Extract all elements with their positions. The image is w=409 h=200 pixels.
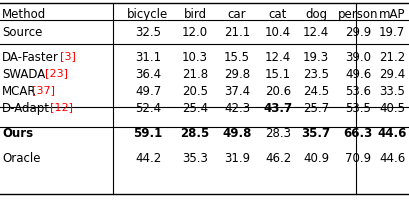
Text: 23.5: 23.5 (302, 68, 328, 81)
Text: 21.2: 21.2 (378, 51, 404, 64)
Text: 52.4: 52.4 (135, 102, 161, 115)
Text: 49.8: 49.8 (222, 127, 251, 140)
Text: 10.4: 10.4 (264, 26, 290, 39)
Text: bicycle: bicycle (127, 8, 168, 21)
Text: Oracle: Oracle (2, 152, 40, 165)
Text: 53.6: 53.6 (344, 85, 370, 98)
Text: 49.7: 49.7 (135, 85, 161, 98)
Text: 40.9: 40.9 (302, 152, 328, 165)
Text: 43.7: 43.7 (263, 102, 292, 115)
Text: 35.7: 35.7 (301, 127, 330, 140)
Text: dog: dog (304, 8, 326, 21)
Text: car: car (227, 8, 246, 21)
Text: 25.7: 25.7 (302, 102, 328, 115)
Text: 29.9: 29.9 (344, 26, 370, 39)
Text: 44.2: 44.2 (135, 152, 161, 165)
Text: 40.5: 40.5 (378, 102, 404, 115)
Text: [37]: [37] (32, 85, 55, 95)
Text: mAP: mAP (378, 8, 404, 21)
Text: 66.3: 66.3 (343, 127, 372, 140)
Text: 28.5: 28.5 (180, 127, 209, 140)
Text: 33.5: 33.5 (378, 85, 404, 98)
Text: 29.4: 29.4 (378, 68, 404, 81)
Text: 15.5: 15.5 (223, 51, 249, 64)
Text: SWADA: SWADA (2, 68, 45, 81)
Text: 59.1: 59.1 (133, 127, 162, 140)
Text: DA-Faster: DA-Faster (2, 51, 59, 64)
Text: 28.3: 28.3 (264, 127, 290, 140)
Text: 49.6: 49.6 (344, 68, 370, 81)
Text: 10.3: 10.3 (182, 51, 207, 64)
Text: Ours: Ours (2, 127, 33, 140)
Text: 12.0: 12.0 (182, 26, 207, 39)
Text: Method: Method (2, 8, 46, 21)
Text: person: person (337, 8, 378, 21)
Text: 12.4: 12.4 (264, 51, 290, 64)
Text: 42.3: 42.3 (223, 102, 249, 115)
Text: MCAR: MCAR (2, 85, 36, 98)
Text: 29.8: 29.8 (223, 68, 249, 81)
Text: 36.4: 36.4 (135, 68, 161, 81)
Text: 31.1: 31.1 (135, 51, 161, 64)
Text: [23]: [23] (45, 68, 68, 78)
Text: 70.9: 70.9 (344, 152, 370, 165)
Text: 19.3: 19.3 (302, 51, 328, 64)
Text: 21.1: 21.1 (223, 26, 249, 39)
Text: Source: Source (2, 26, 42, 39)
Text: [3]: [3] (60, 51, 76, 61)
Text: 44.6: 44.6 (376, 127, 406, 140)
Text: 32.5: 32.5 (135, 26, 161, 39)
Text: D-Adapt: D-Adapt (2, 102, 50, 115)
Text: [12]: [12] (50, 102, 73, 112)
Text: 19.7: 19.7 (378, 26, 404, 39)
Text: 53.5: 53.5 (344, 102, 370, 115)
Text: cat: cat (268, 8, 286, 21)
Text: bird: bird (183, 8, 206, 21)
Text: 12.4: 12.4 (302, 26, 328, 39)
Text: 44.6: 44.6 (378, 152, 404, 165)
Text: 15.1: 15.1 (264, 68, 290, 81)
Text: 39.0: 39.0 (344, 51, 370, 64)
Text: 24.5: 24.5 (302, 85, 328, 98)
Text: 25.4: 25.4 (182, 102, 207, 115)
Text: 46.2: 46.2 (264, 152, 290, 165)
Text: 31.9: 31.9 (223, 152, 249, 165)
Text: 21.8: 21.8 (182, 68, 207, 81)
Text: 20.6: 20.6 (264, 85, 290, 98)
Text: 37.4: 37.4 (223, 85, 249, 98)
Text: 20.5: 20.5 (182, 85, 207, 98)
Text: 35.3: 35.3 (182, 152, 207, 165)
